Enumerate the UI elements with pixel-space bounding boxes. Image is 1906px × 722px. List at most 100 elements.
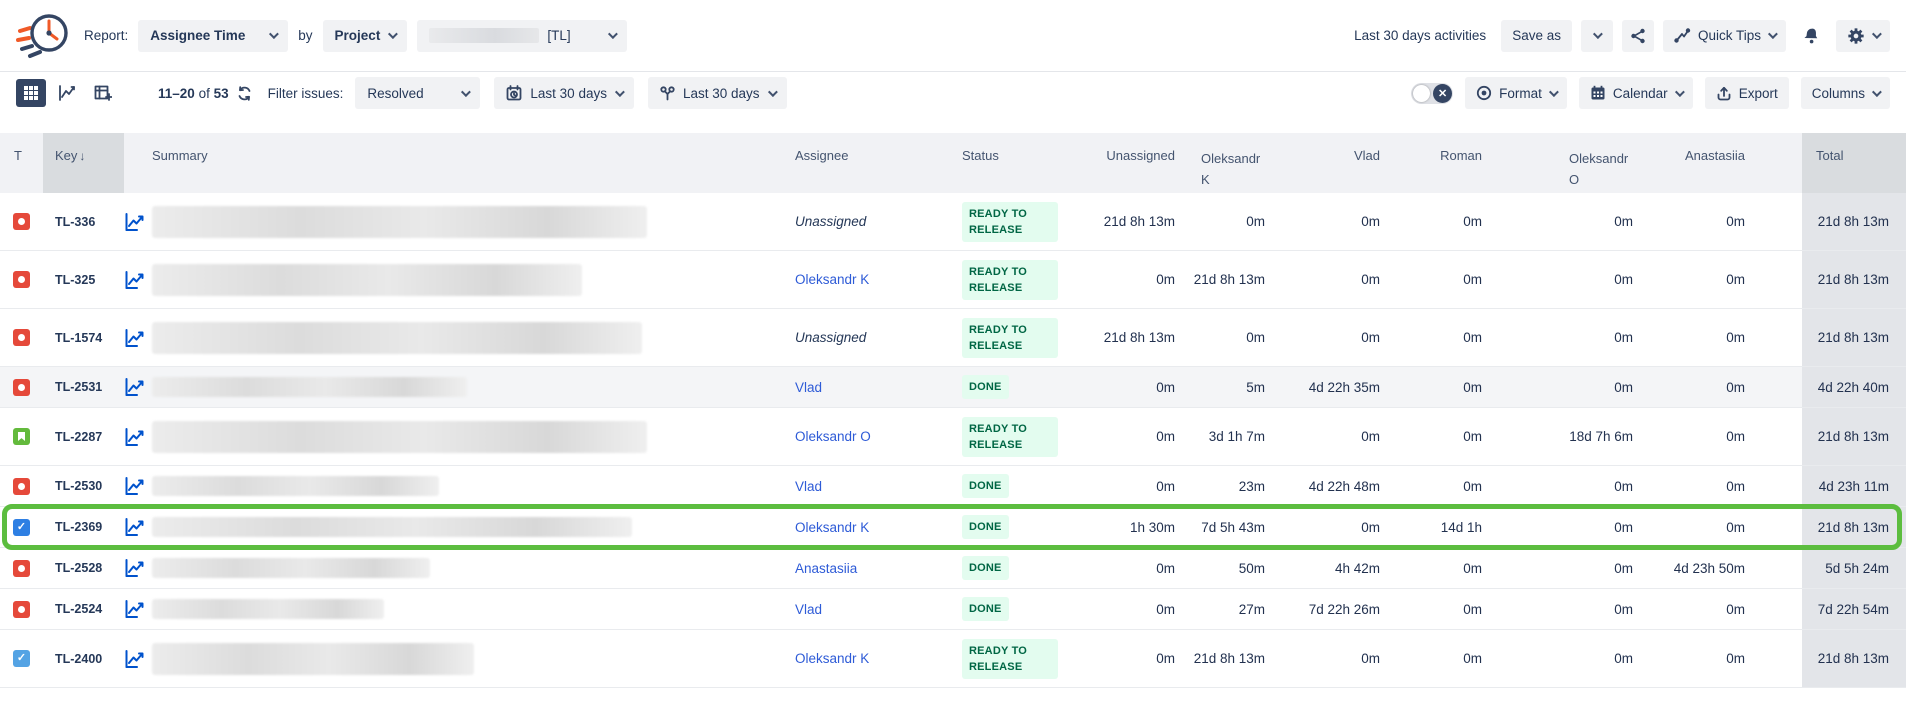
- assignee-cell[interactable]: Oleksandr K: [795, 520, 962, 535]
- col-header-person[interactable]: Roman: [1392, 133, 1494, 193]
- summary-cell[interactable]: [152, 599, 795, 619]
- status-badge: READY TO RELEASE: [962, 318, 1058, 358]
- issue-chart-button[interactable]: [124, 600, 152, 618]
- summary-cell[interactable]: [152, 322, 795, 354]
- format-button[interactable]: Format: [1465, 77, 1567, 109]
- summary-cell[interactable]: [152, 476, 795, 496]
- status-badge: DONE: [962, 474, 1009, 498]
- issue-chart-button[interactable]: [124, 329, 152, 347]
- col-header-summary[interactable]: Summary: [152, 133, 795, 193]
- notifications-button[interactable]: [1795, 20, 1827, 52]
- time-cell: 0m: [1645, 479, 1757, 494]
- issue-chart-button[interactable]: [124, 559, 152, 577]
- time-cell: 0m: [1392, 272, 1494, 287]
- group-by-select[interactable]: Project: [323, 20, 408, 52]
- issue-chart-button[interactable]: [124, 378, 152, 396]
- col-header-person[interactable]: Vlad: [1277, 133, 1392, 193]
- col-header-key[interactable]: Key↓: [43, 133, 124, 193]
- col-header-type[interactable]: T: [0, 133, 43, 193]
- issue-chart-button[interactable]: [124, 518, 152, 536]
- total-cell: 21d 8h 13m: [1802, 408, 1906, 465]
- col-header-person[interactable]: Anastasiia: [1645, 133, 1757, 193]
- col-header-assignee[interactable]: Assignee: [795, 133, 962, 193]
- issue-chart-button[interactable]: [124, 477, 152, 495]
- issue-key-link[interactable]: TL-2530: [43, 479, 124, 493]
- issue-key-link[interactable]: TL-2287: [43, 430, 124, 444]
- bug-dot-icon: [18, 384, 25, 391]
- quick-tips-button[interactable]: Quick Tips: [1663, 20, 1786, 52]
- summary-cell[interactable]: [152, 421, 795, 453]
- worklog-range-select[interactable]: Last 30 days: [648, 77, 787, 109]
- status-cell: READY TO RELEASE: [962, 639, 1090, 679]
- export-button[interactable]: Export: [1705, 77, 1789, 109]
- assignee-cell[interactable]: Vlad: [795, 380, 962, 395]
- time-cell: 0m: [1090, 380, 1187, 395]
- time-cell: 0m: [1090, 479, 1187, 494]
- time-cell: 0m: [1494, 520, 1645, 535]
- save-as-dropdown-button[interactable]: [1581, 20, 1613, 52]
- save-as-button[interactable]: Save as: [1501, 20, 1572, 52]
- time-cell: 23m: [1187, 479, 1277, 494]
- summary-cell[interactable]: [152, 377, 795, 397]
- time-cell: 50m: [1187, 561, 1277, 576]
- status-badge: DONE: [962, 597, 1009, 621]
- issue-key-link[interactable]: TL-2524: [43, 602, 124, 616]
- issue-chart-button[interactable]: [124, 428, 152, 446]
- issue-chart-button[interactable]: [124, 213, 152, 231]
- project-select[interactable]: [TL]: [417, 20, 627, 52]
- summary-cell[interactable]: [152, 643, 795, 675]
- quick-tips-label: Quick Tips: [1698, 28, 1761, 43]
- issue-key-link[interactable]: TL-2369: [43, 520, 124, 534]
- issue-chart-button[interactable]: [124, 650, 152, 668]
- report-label: Report:: [84, 28, 128, 43]
- time-cell: 0m: [1392, 602, 1494, 617]
- issue-key-link[interactable]: TL-2528: [43, 561, 124, 575]
- assignee-cell[interactable]: Oleksandr K: [795, 651, 962, 666]
- total-cell: 21d 8h 13m: [1802, 251, 1906, 308]
- summary-cell[interactable]: [152, 558, 795, 578]
- report-app: Report: Assignee Time by Project [TL] La…: [0, 0, 1906, 722]
- status-badge: READY TO RELEASE: [962, 417, 1058, 457]
- columns-button[interactable]: Columns: [1801, 77, 1890, 109]
- issue-key-link[interactable]: TL-2531: [43, 380, 124, 394]
- summary-cell[interactable]: [152, 206, 795, 238]
- refresh-button[interactable]: [237, 86, 252, 101]
- summary-cell[interactable]: [152, 264, 795, 296]
- settings-button[interactable]: [1836, 20, 1890, 52]
- col-header-status[interactable]: Status: [962, 133, 1090, 193]
- trend-chart-icon: [124, 378, 145, 396]
- issue-key-link[interactable]: TL-2400: [43, 652, 124, 666]
- col-header-total[interactable]: Total: [1802, 133, 1906, 193]
- col-header-person[interactable]: Oleksandr O: [1494, 133, 1645, 193]
- issue-key-link[interactable]: TL-1574: [43, 331, 124, 345]
- share-button[interactable]: [1622, 20, 1654, 52]
- chart-view-button[interactable]: [52, 79, 82, 107]
- col-header-person[interactable]: Unassigned: [1090, 133, 1187, 193]
- calendar-button[interactable]: Calendar: [1579, 77, 1693, 109]
- bug-dot-icon: [18, 483, 25, 490]
- issue-chart-button[interactable]: [124, 271, 152, 289]
- table-row: TL-2531 Vlad DONE 0m 5m 4d 22h 35m 0m 0m: [0, 367, 1906, 408]
- col-header-person[interactable]: Oleksandr K: [1187, 133, 1277, 193]
- assignee-cell[interactable]: Anastasiia: [795, 561, 962, 576]
- top-bar: Report: Assignee Time by Project [TL] La…: [0, 0, 1906, 72]
- view-toggle[interactable]: ✕: [1411, 83, 1453, 104]
- issue-type-cell: [0, 428, 43, 445]
- date-range-select[interactable]: Last 30 days: [494, 77, 634, 109]
- grid-view-button[interactable]: [16, 79, 46, 107]
- time-cell: 0m: [1645, 429, 1757, 444]
- summary-cell[interactable]: [152, 517, 795, 537]
- issue-key-link[interactable]: TL-325: [43, 273, 124, 287]
- pivot-view-button[interactable]: [88, 79, 118, 107]
- report-type-select[interactable]: Assignee Time: [138, 20, 288, 52]
- summary-redacted-text: [152, 322, 642, 354]
- issue-key-link[interactable]: TL-336: [43, 215, 124, 229]
- table-header: T Key↓ Summary Assignee Status Unassigne…: [0, 133, 1906, 193]
- status-filter-select[interactable]: Resolved: [355, 77, 480, 109]
- time-cell: 0m: [1090, 602, 1187, 617]
- assignee-cell[interactable]: Vlad: [795, 602, 962, 617]
- time-cell: 0m: [1277, 429, 1392, 444]
- assignee-cell[interactable]: Oleksandr O: [795, 429, 962, 444]
- assignee-cell[interactable]: Vlad: [795, 479, 962, 494]
- assignee-cell[interactable]: Oleksandr K: [795, 272, 962, 287]
